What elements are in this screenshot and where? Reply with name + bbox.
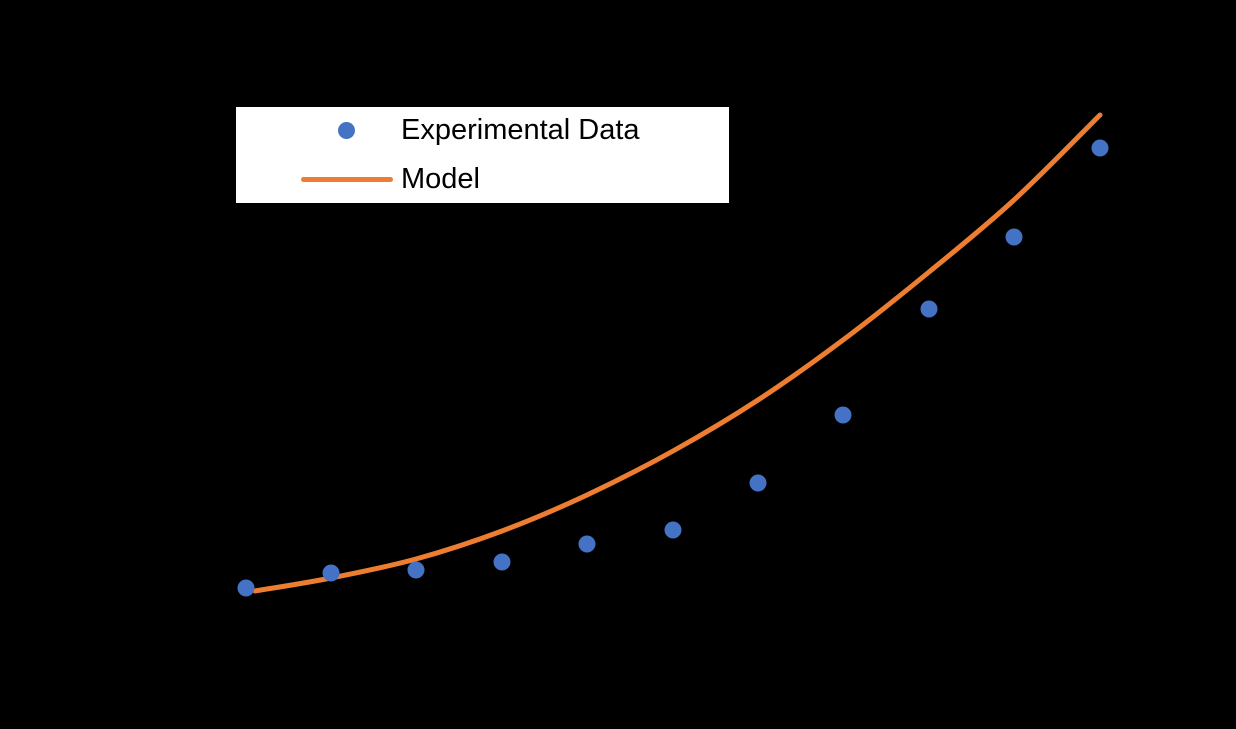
chart-legend: Experimental Data Model	[236, 107, 729, 203]
data-point	[578, 535, 596, 553]
data-point	[407, 561, 425, 579]
data-point	[920, 300, 938, 318]
marker-dot-icon	[338, 122, 355, 139]
legend-item-model: Model	[236, 155, 729, 203]
line-swatch-icon	[301, 177, 393, 182]
data-point	[664, 521, 682, 539]
model-line-series	[252, 112, 1103, 594]
data-point	[322, 564, 340, 582]
legend-label: Experimental Data	[401, 114, 640, 146]
model-curve	[252, 112, 1103, 594]
data-point	[1005, 228, 1023, 246]
legend-item-experimental-data: Experimental Data	[236, 107, 729, 155]
experimental-data-series	[237, 139, 1109, 597]
data-point	[834, 406, 852, 424]
data-point	[493, 553, 511, 571]
data-point	[237, 579, 255, 597]
data-point	[749, 474, 767, 492]
data-point	[1091, 139, 1109, 157]
legend-label: Model	[401, 163, 480, 195]
